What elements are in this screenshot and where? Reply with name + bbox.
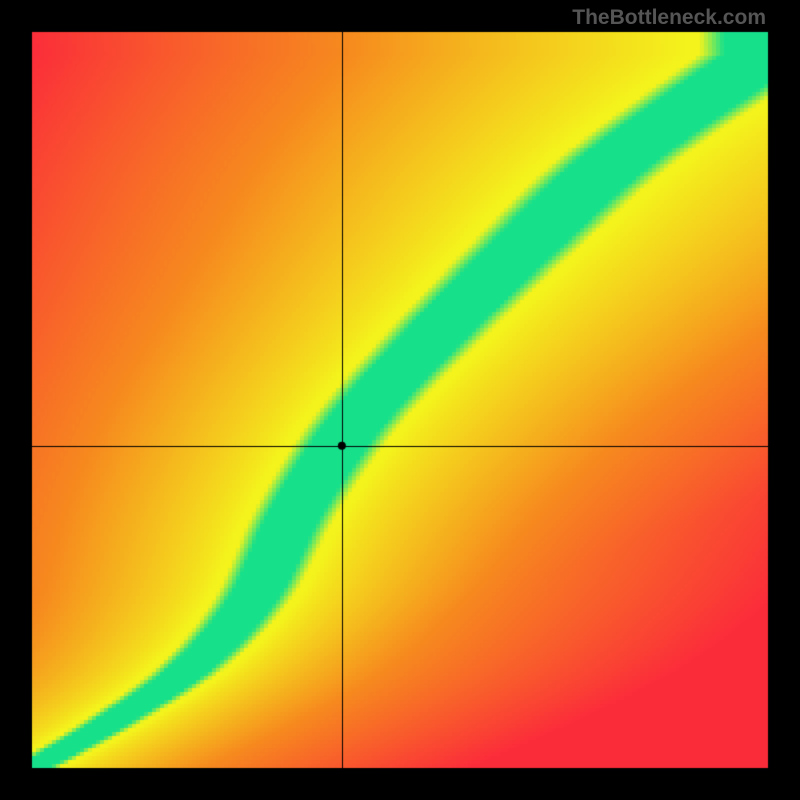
watermark-text: TheBottleneck.com <box>572 6 766 30</box>
bottleneck-heatmap <box>0 0 800 800</box>
chart-container: TheBottleneck.com <box>0 0 800 800</box>
